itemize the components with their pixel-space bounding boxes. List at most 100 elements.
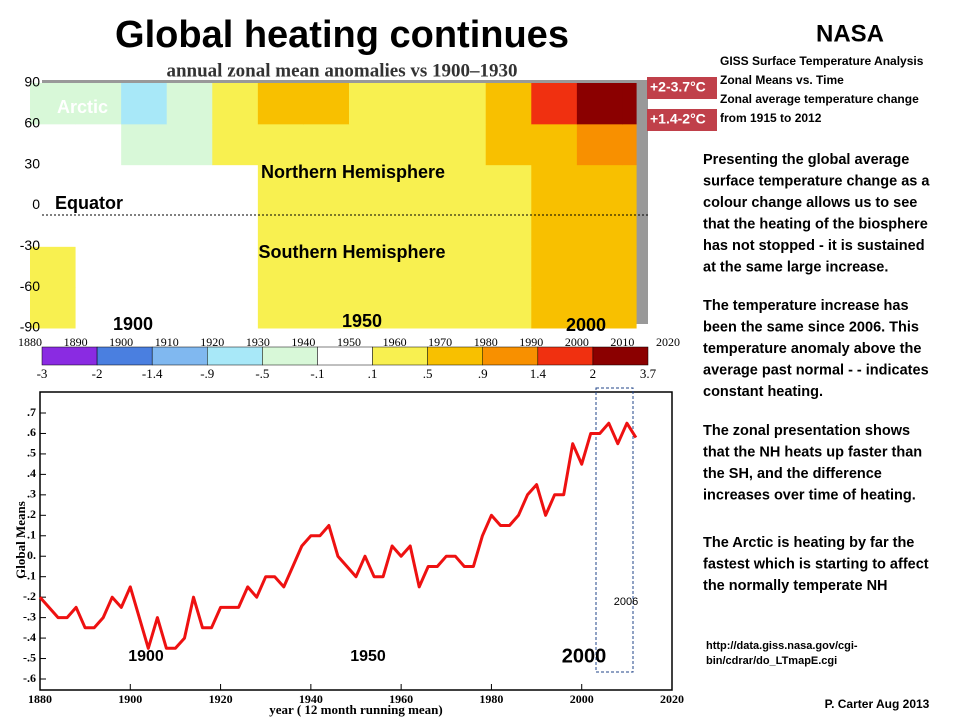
heat-cell <box>576 287 623 329</box>
annotation: Equator <box>55 193 123 213</box>
line-frame <box>39 391 673 691</box>
heat-cell <box>349 205 396 247</box>
heat-cell <box>394 205 441 247</box>
heat-cell <box>531 246 578 288</box>
y-tick-label: .2 <box>27 507 36 521</box>
line-chart: -.6 -.5 -.4 -.3 -.2 -.1 0. .1 .2 .3 .4 .5 .6 .7 1880 19… <box>13 405 684 717</box>
annotation: Northern Hemisphere <box>261 162 445 182</box>
heat-cell <box>257 246 304 288</box>
paragraph-line: The temperature increase has <box>703 298 909 314</box>
heat-cell <box>622 83 637 125</box>
heat-cell <box>30 164 77 206</box>
x-tick-label: 1880 <box>18 335 42 349</box>
colorbar-label: -.1 <box>310 366 324 381</box>
colorbar-label: -3 <box>37 366 48 381</box>
colorbar-swatch <box>96 346 153 366</box>
heat-cell <box>485 246 532 288</box>
url-line: http://data.giss.nasa.gov/cgi- <box>706 640 858 652</box>
heat-cell <box>166 205 213 247</box>
paragraph-line: at the same large increase. <box>703 259 888 275</box>
heat-cell <box>349 123 396 166</box>
heat-cell <box>303 83 350 125</box>
colorbar-label: 1.4 <box>530 366 547 381</box>
heat-cell <box>212 123 259 166</box>
paragraph-line: the SH, and the difference <box>703 466 882 482</box>
heat-cell <box>212 246 259 288</box>
heat-cell <box>212 287 259 329</box>
paragraph-line: Presenting the global average <box>703 152 909 168</box>
heat-cell <box>622 246 637 288</box>
heat-cell <box>531 205 578 247</box>
heat-cell <box>622 205 637 247</box>
heat-cell <box>531 287 578 329</box>
annotation: 1950 <box>350 648 386 665</box>
heat-cell <box>121 205 168 247</box>
annotation: +2-3.7°C <box>650 79 706 95</box>
data-line <box>38 421 638 650</box>
heat-cell <box>30 123 77 166</box>
x-tick-label: 1910 <box>155 335 179 349</box>
y-tick-label: 90 <box>24 74 40 90</box>
y-tick-label: -.4 <box>23 630 36 644</box>
colorbar-label: -1.4 <box>142 366 163 381</box>
subtitle-line: from 1915 to 2012 <box>720 111 822 125</box>
heat-cell <box>349 83 396 125</box>
heat-cell <box>212 83 259 125</box>
heat-cell <box>303 164 350 206</box>
heat-cell <box>485 287 532 329</box>
y-tick-label: 0 <box>32 196 40 212</box>
heat-cell <box>212 164 259 206</box>
annotation: 1900 <box>113 314 153 334</box>
paragraph-line: has not stopped - it is sustained <box>703 238 925 254</box>
heat-cell <box>531 123 578 166</box>
y-tick-label: 0. <box>27 548 36 562</box>
heat-cell <box>485 164 532 206</box>
heat-cell <box>485 83 532 125</box>
paragraph-line: been the same since 2006. This <box>703 319 919 335</box>
heat-cell <box>440 164 487 206</box>
x-tick-label: 1990 <box>519 335 543 349</box>
x-tick-label: 2000 <box>570 692 594 706</box>
heat-cell <box>303 287 350 329</box>
colorbar-swatch <box>372 346 428 366</box>
y-tick-label: .4 <box>27 466 36 480</box>
y-tick-label: .6 <box>27 425 36 439</box>
paragraph-line: the normally temperate NH <box>703 578 888 594</box>
heat-cell <box>576 83 623 125</box>
x-tick-label: 1930 <box>246 335 270 349</box>
x-tick-label: 1890 <box>64 335 88 349</box>
colorbar-label: -.5 <box>255 366 269 381</box>
paragraph-line: average past normal - - indicates <box>703 362 929 378</box>
heat-cell <box>440 287 487 329</box>
x-tick-label: 1900 <box>109 335 133 349</box>
paragraph-line: temperature anomaly above the <box>703 341 921 357</box>
colorbar-label: .9 <box>478 366 488 381</box>
y-tick-label: -.5 <box>23 650 36 664</box>
x-tick-label: 2020 <box>656 335 680 349</box>
annotation: Southern Hemisphere <box>258 242 445 262</box>
side-text: GISS Surface Temperature Analysis Zonal M… <box>703 54 930 667</box>
paragraph-line: increases over time of heating. <box>703 487 916 503</box>
y-tick-label: 30 <box>24 155 40 171</box>
heat-cell <box>576 164 623 206</box>
x-tick-label: 1960 <box>383 335 407 349</box>
annotation-bg <box>647 77 717 99</box>
annotation: 2006 <box>614 596 638 608</box>
subtitle-line: GISS Surface Temperature Analysis <box>720 54 924 68</box>
y-tick-label: -90 <box>20 319 40 335</box>
heat-cell <box>440 246 487 288</box>
x-tick-label: 1980 <box>479 692 503 706</box>
heat-cell <box>303 246 350 288</box>
heat-cell <box>257 287 304 329</box>
colorbar-swatch <box>592 346 649 366</box>
heat-cell <box>440 205 487 247</box>
heat-cell <box>121 164 168 206</box>
paragraph-line: that the heating of the biosphere <box>703 216 928 232</box>
x-tick-label: 1970 <box>428 335 452 349</box>
paragraph-line: that the NH heats up faster than <box>703 444 922 460</box>
heat-cell <box>257 205 304 247</box>
heat-cell <box>166 83 213 125</box>
heat-cell <box>257 164 304 206</box>
